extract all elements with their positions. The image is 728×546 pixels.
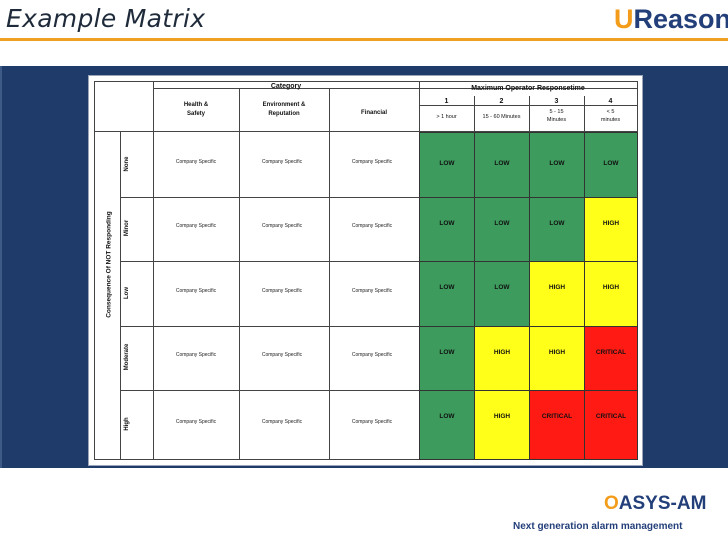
grid-line bbox=[474, 96, 475, 136]
response-level-label: < 5 minutes bbox=[600, 109, 621, 123]
risk-cell: CRITICAL bbox=[584, 326, 638, 391]
risk-cell: LOW bbox=[419, 132, 475, 198]
grid-line bbox=[94, 81, 95, 459]
risk-cell: LOW bbox=[474, 132, 530, 198]
company-specific-cell: Company Specific bbox=[351, 158, 393, 165]
risk-cell: CRITICAL bbox=[529, 390, 585, 460]
company-specific-cell: Company Specific bbox=[261, 352, 303, 358]
company-specific-cell: Company Specific bbox=[351, 352, 393, 358]
risk-cell: LOW bbox=[474, 197, 530, 262]
footer-tagline: Next generation alarm management bbox=[513, 521, 683, 532]
grid-line bbox=[120, 131, 121, 459]
grid-line bbox=[120, 390, 637, 391]
risk-cell: HIGH bbox=[584, 261, 638, 327]
company-specific-cell: Company Specific bbox=[175, 223, 217, 229]
ureason-logo: UReason bbox=[614, 4, 728, 34]
company-specific-cell: Company Specific bbox=[261, 158, 303, 165]
company-specific-cell: Company Specific bbox=[175, 418, 217, 425]
risk-cell: HIGH bbox=[529, 326, 585, 391]
matrix-image: Category Maximum Operator Responsetime Hea… bbox=[88, 75, 643, 466]
grid-line bbox=[584, 96, 585, 136]
company-specific-cell: Company Specific bbox=[175, 352, 217, 358]
company-specific-cell: Company Specific bbox=[261, 287, 303, 294]
company-specific-cell: Company Specific bbox=[261, 418, 303, 425]
risk-cell: HIGH bbox=[584, 197, 638, 262]
response-level-label: 15 - 60 Minutes bbox=[482, 114, 521, 120]
company-specific-cell: Company Specific bbox=[261, 223, 303, 229]
grid-line bbox=[120, 261, 637, 262]
consequence-row-label: Moderate bbox=[124, 343, 130, 371]
response-level-num: 4 bbox=[608, 98, 613, 105]
category-2: Environment & Reputation bbox=[262, 102, 306, 117]
risk-cell: LOW bbox=[529, 197, 585, 262]
response-level-num: 2 bbox=[499, 98, 504, 105]
category-1: Health & Safety bbox=[183, 102, 209, 117]
category-3: Financial bbox=[360, 110, 387, 116]
company-specific-cell: Company Specific bbox=[351, 223, 393, 229]
risk-cell: CRITICAL bbox=[584, 390, 638, 460]
consequence-row-label: Low bbox=[124, 286, 130, 299]
grid-line bbox=[529, 96, 530, 136]
risk-cell: LOW bbox=[419, 261, 475, 327]
risk-cell: HIGH bbox=[474, 390, 530, 460]
oasys-am-logo: OASYS-AM bbox=[604, 493, 707, 514]
slide-title: Example Matrix bbox=[6, 4, 206, 33]
company-specific-cell: Company Specific bbox=[351, 287, 393, 294]
risk-cell: LOW bbox=[474, 261, 530, 327]
risk-cell: HIGH bbox=[529, 261, 585, 327]
title-rule bbox=[0, 38, 728, 41]
grid-line bbox=[419, 105, 637, 106]
category-header: Category bbox=[270, 83, 302, 90]
response-level-label: 5 - 15 Minutes bbox=[546, 109, 567, 123]
grid-line bbox=[153, 88, 637, 89]
risk-cell: LOW bbox=[419, 326, 475, 391]
response-level-num: 3 bbox=[554, 98, 559, 105]
risk-cell: LOW bbox=[584, 132, 638, 198]
grid-line bbox=[94, 131, 637, 132]
risk-cell: LOW bbox=[419, 390, 475, 460]
response-level-label: > 1 hour bbox=[436, 114, 457, 120]
risk-cell: HIGH bbox=[474, 326, 530, 391]
response-header: Maximum Operator Responsetime bbox=[471, 85, 585, 92]
company-specific-cell: Company Specific bbox=[175, 287, 217, 294]
grid-line bbox=[120, 326, 637, 327]
consequence-row-label: None bbox=[124, 156, 130, 171]
risk-cell: LOW bbox=[529, 132, 585, 198]
company-specific-cell: Company Specific bbox=[175, 158, 217, 165]
response-level-num: 1 bbox=[444, 98, 449, 105]
grid-line bbox=[94, 81, 637, 82]
grid-line bbox=[239, 88, 240, 459]
consequence-row-label: High bbox=[124, 416, 130, 431]
grid-line bbox=[120, 197, 637, 198]
consequence-row-label: Minor bbox=[124, 219, 130, 237]
risk-cell: LOW bbox=[419, 197, 475, 262]
grid-line bbox=[329, 88, 330, 459]
grid-line bbox=[153, 81, 154, 459]
company-specific-cell: Company Specific bbox=[351, 418, 393, 425]
grid-line bbox=[94, 459, 637, 460]
consequence-axis-label: Consequence Of NOT Responding bbox=[105, 211, 113, 318]
